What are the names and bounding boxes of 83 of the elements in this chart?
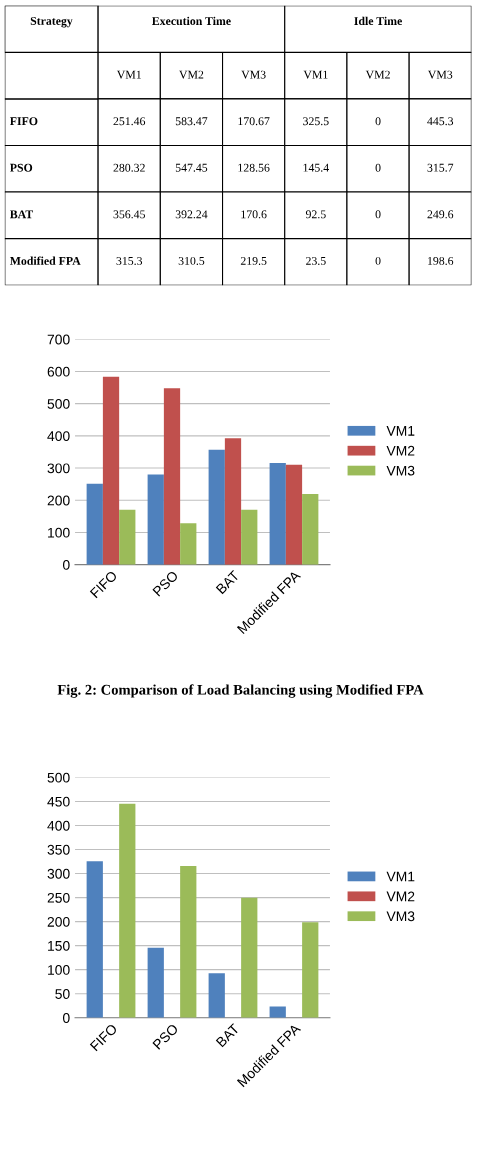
data-label: 0 bbox=[375, 256, 381, 265]
legend-label: VM3 bbox=[386, 911, 415, 922]
bar bbox=[102, 376, 120, 565]
y-tick-label: 200 bbox=[47, 916, 70, 927]
legend-label: VM1 bbox=[386, 871, 415, 882]
y-tick-label: 700 bbox=[47, 334, 70, 345]
data-label: 0 bbox=[375, 163, 381, 172]
bar bbox=[86, 861, 103, 1018]
data-label: 280.32 bbox=[113, 163, 145, 172]
bar bbox=[224, 438, 242, 565]
y-tick-label: 600 bbox=[47, 366, 70, 377]
data-label: 547.45 bbox=[175, 163, 208, 172]
data-label: 170.67 bbox=[238, 117, 270, 126]
bar bbox=[208, 973, 225, 1018]
data-label: 356.45 bbox=[113, 210, 145, 219]
data-label: 392.24 bbox=[175, 210, 208, 219]
y-tick-label: 100 bbox=[48, 527, 70, 538]
y-tick-label: 300 bbox=[47, 463, 70, 474]
y-tick-label: 350 bbox=[47, 844, 70, 855]
y-tick-label: BAT bbox=[9, 210, 34, 219]
x-tick-label: VM1 bbox=[116, 70, 141, 79]
y-tick-label: Modified FPA bbox=[9, 256, 81, 265]
x-tick-label: VM2 bbox=[179, 70, 204, 79]
bar bbox=[285, 464, 303, 565]
legend-label: VM1 bbox=[386, 426, 415, 436]
caption: Fig. 2: Comparison of Load Balancing using Modified FPA bbox=[57, 684, 424, 698]
data-label: 583.47 bbox=[175, 117, 208, 126]
y-tick-label: 400 bbox=[47, 431, 70, 442]
bar bbox=[302, 493, 319, 565]
y-tick-label: 100 bbox=[48, 965, 70, 975]
bar bbox=[302, 922, 319, 1018]
bar bbox=[147, 474, 164, 565]
data-label: 445.3 bbox=[427, 117, 454, 126]
data-label: 249.6 bbox=[427, 210, 454, 219]
x-tick-label: VM3 bbox=[427, 70, 453, 79]
y-tick-label: 300 bbox=[47, 868, 70, 879]
bar bbox=[86, 483, 103, 565]
data-label: 145.4 bbox=[303, 163, 329, 172]
data-label: 325.5 bbox=[303, 117, 329, 126]
data-label: 315.3 bbox=[116, 256, 143, 265]
bar bbox=[208, 449, 225, 565]
y-tick-label: 450 bbox=[47, 796, 70, 807]
data-label: 310.5 bbox=[178, 256, 205, 265]
y-tick-label: 250 bbox=[47, 892, 70, 903]
x-tick-label: VM2 bbox=[365, 70, 390, 79]
bar bbox=[180, 523, 197, 565]
data-label: 0 bbox=[375, 210, 381, 219]
text: Execution Time bbox=[152, 16, 231, 26]
data-label: 315.7 bbox=[427, 163, 454, 172]
y-tick-label: PSO bbox=[9, 163, 33, 172]
bar bbox=[163, 388, 181, 565]
bar bbox=[180, 865, 197, 1018]
text: Idle Time bbox=[354, 16, 402, 26]
bar bbox=[119, 803, 136, 1018]
y-tick-label: 0 bbox=[62, 559, 70, 570]
y-tick-label: FIFO bbox=[9, 117, 38, 126]
y-tick-label: 500 bbox=[47, 398, 70, 409]
data-label: 219.5 bbox=[240, 256, 267, 265]
data-label: 92.5 bbox=[305, 210, 326, 219]
data-label: 251.46 bbox=[113, 117, 146, 126]
data-label: 198.6 bbox=[428, 256, 454, 265]
bar bbox=[119, 509, 136, 565]
legend-label: VM2 bbox=[386, 891, 415, 902]
data-label: 170.6 bbox=[241, 210, 267, 219]
legend-label: VM3 bbox=[386, 465, 415, 476]
y-tick-label: 400 bbox=[47, 820, 70, 831]
bar bbox=[241, 897, 258, 1018]
y-tick-label: 50 bbox=[55, 989, 70, 999]
y-tick-label: 500 bbox=[47, 772, 70, 783]
y-tick-label: 200 bbox=[47, 495, 70, 506]
bar bbox=[147, 947, 164, 1018]
data-label: 23.5 bbox=[306, 256, 326, 265]
data-label: 0 bbox=[375, 117, 381, 126]
text: Strategy bbox=[30, 16, 73, 28]
data-label: 128.56 bbox=[238, 163, 270, 172]
y-tick-label: 0 bbox=[62, 1013, 70, 1023]
x-tick-label: VM1 bbox=[303, 70, 328, 79]
bar bbox=[241, 509, 258, 565]
bar bbox=[269, 463, 286, 565]
bar bbox=[269, 1006, 286, 1018]
legend-label: VM2 bbox=[386, 445, 415, 456]
x-tick-label: VM3 bbox=[241, 70, 266, 79]
y-tick-label: 150 bbox=[48, 940, 70, 951]
